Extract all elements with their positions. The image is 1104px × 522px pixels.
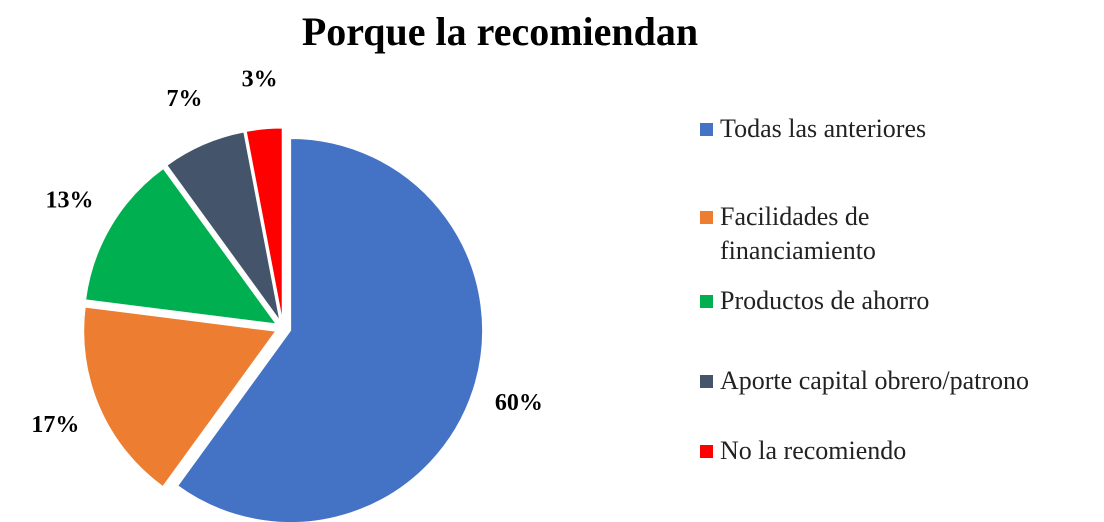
chart-title: Porque la recomiendan: [302, 9, 698, 54]
data-label: 13%: [46, 187, 94, 213]
legend-label: Productos de ahorro: [720, 286, 930, 315]
legend-item: No la recomiendo: [700, 434, 960, 468]
pie-slice: [245, 127, 283, 321]
legend-item: Facilidades de financiamiento: [700, 200, 960, 268]
data-label: 60%: [495, 390, 543, 416]
data-label: 3%: [242, 67, 278, 93]
legend-label: Todas las anteriores: [720, 114, 927, 143]
legend-swatch: [700, 375, 713, 388]
legend-swatch: [700, 295, 713, 308]
legend-label: Facilidades de financiamiento: [720, 202, 876, 265]
legend-swatch: [700, 445, 713, 458]
pie-slice: [166, 131, 281, 321]
data-label: 17%: [31, 412, 79, 438]
legend-item: Todas las anteriores: [700, 112, 960, 146]
legend-item: Aporte capital obrero/patrono: [700, 364, 1104, 398]
data-label: 7%: [167, 86, 203, 112]
legend-swatch: [700, 211, 713, 224]
pie-slice: [83, 306, 277, 488]
legend-label: Aporte capital obrero/patrono: [720, 366, 1029, 395]
legend-swatch: [700, 123, 713, 136]
pie-slice: [85, 167, 278, 325]
legend-item: Productos de ahorro: [700, 284, 960, 318]
legend-label: No la recomiendo: [720, 436, 907, 465]
